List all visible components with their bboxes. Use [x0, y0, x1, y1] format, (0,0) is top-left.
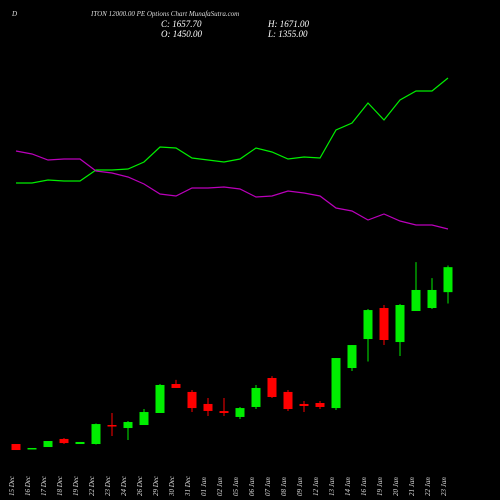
x-tick-label: 30 Dec [168, 475, 176, 497]
candle-body [107, 425, 117, 427]
x-tick-label: 07 Jan [264, 477, 272, 496]
x-tick-label: 13 Jan [328, 477, 336, 496]
symbol: D [11, 10, 17, 18]
x-tick-label: 26 Dec [136, 475, 144, 496]
high-label: H: 1671.00 [267, 19, 309, 29]
x-tick-label: 29 Dec [152, 475, 160, 496]
candle-body [171, 384, 181, 388]
x-tick-label: 16 Jan [360, 477, 368, 496]
candle-body [299, 403, 309, 407]
candle-body [11, 444, 21, 451]
x-tick-label: 06 Jan [248, 477, 256, 496]
x-tick-label: 14 Jan [344, 477, 352, 496]
candle-body [219, 411, 229, 413]
x-tick-label: 16 Dec [24, 475, 32, 496]
candle-body [203, 403, 213, 411]
x-tick-label: 20 Jan [392, 477, 400, 496]
close-label: C: 1657.70 [161, 19, 202, 29]
x-tick-label: 12 Jan [312, 477, 320, 496]
x-tick-label: 02 Jan [216, 477, 224, 496]
candle-body [411, 289, 421, 312]
x-tick-label: 09 Jan [296, 477, 304, 496]
candle-body [395, 305, 405, 343]
candle-body [379, 308, 389, 340]
candle-body [331, 358, 341, 409]
x-tick-label: 18 Dec [56, 475, 64, 496]
low-label: L: 1355.00 [267, 29, 308, 39]
candle-body [75, 441, 85, 445]
indicator-line [16, 77, 449, 184]
candle-body [43, 441, 53, 448]
candle-body [267, 377, 277, 397]
x-tick-label: 05 Jan [232, 477, 240, 496]
x-tick-label: 22 Jan [424, 477, 432, 496]
x-tick-label: 19 Dec [72, 475, 80, 496]
x-tick-label: 22 Dec [88, 475, 96, 496]
candle-body [315, 403, 325, 407]
candle-body [123, 422, 133, 429]
candle-body [443, 267, 453, 293]
x-tick-label: 21 Jan [408, 477, 416, 496]
x-tick-label: 31 Dec [184, 475, 192, 497]
candle-body [347, 345, 357, 369]
candle-body [59, 438, 69, 444]
candle-body [235, 408, 245, 417]
candle-body [139, 412, 149, 426]
candle-body [91, 424, 101, 445]
open-label: O: 1450.00 [161, 29, 202, 39]
candle-body [187, 391, 197, 409]
x-tick-label: 23 Dec [104, 475, 112, 496]
x-tick-label: 23 Jan [440, 477, 448, 496]
candle-body [251, 387, 261, 407]
x-tick-label: 15 Dec [8, 475, 16, 496]
candle-body [27, 447, 37, 450]
candle-body [155, 384, 165, 413]
x-tick-label: 01 Jan [200, 477, 208, 496]
x-tick-label: 17 Dec [40, 475, 48, 496]
x-tick-label: 08 Jan [280, 477, 288, 496]
candle-body [283, 391, 293, 410]
x-tick-label: 24 Dec [120, 475, 128, 496]
candle-body [363, 310, 373, 340]
candle-body [427, 289, 437, 309]
x-tick-label: 19 Jan [376, 477, 384, 496]
chart-title: ITON 12000.00 PE Options Chart MunafaSut… [90, 10, 239, 18]
indicator-line [15, 150, 449, 230]
